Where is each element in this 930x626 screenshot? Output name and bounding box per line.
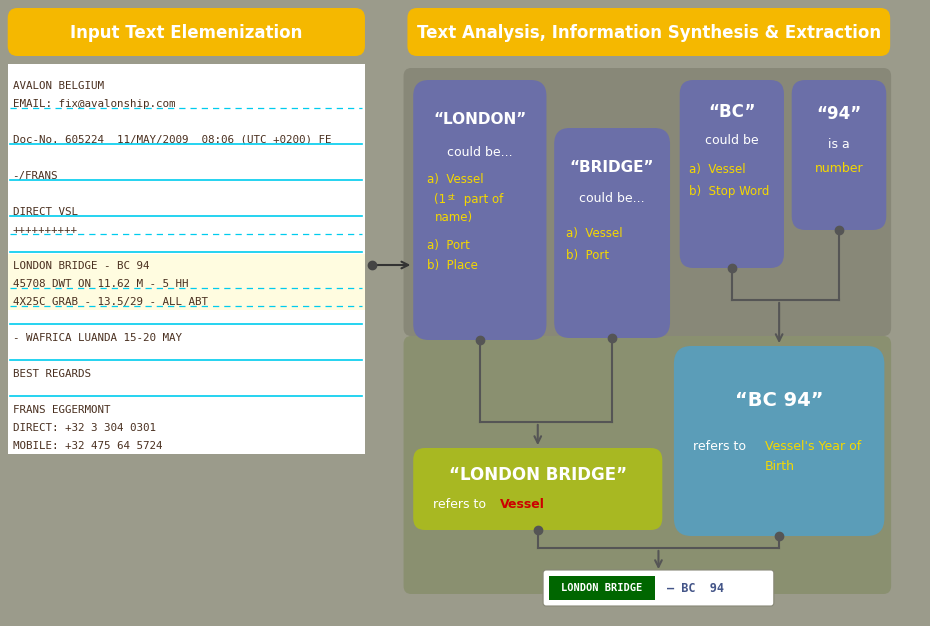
Text: (1: (1 xyxy=(434,193,446,207)
FancyBboxPatch shape xyxy=(674,346,884,536)
Text: DIRECT VSL: DIRECT VSL xyxy=(12,207,77,217)
Text: “BC”: “BC” xyxy=(708,103,755,121)
Text: “94”: “94” xyxy=(817,105,861,123)
Text: could be...: could be... xyxy=(447,145,512,158)
Bar xyxy=(7,64,365,454)
Text: -/FRANS: -/FRANS xyxy=(12,171,58,181)
FancyBboxPatch shape xyxy=(404,336,891,594)
Text: “LONDON BRIDGE”: “LONDON BRIDGE” xyxy=(448,466,627,484)
Text: ++++++++++: ++++++++++ xyxy=(12,225,77,235)
Text: Doc-No. 605224  11/MAY/2009  08:06 (UTC +0200) FE: Doc-No. 605224 11/MAY/2009 08:06 (UTC +0… xyxy=(12,135,331,145)
Text: Birth: Birth xyxy=(764,459,794,473)
Text: LONDON BRIDGE: LONDON BRIDGE xyxy=(562,583,643,593)
Text: Vessel's Year of: Vessel's Year of xyxy=(764,439,861,453)
Text: refers to: refers to xyxy=(432,498,489,511)
FancyBboxPatch shape xyxy=(543,570,774,606)
Text: number: number xyxy=(815,162,863,175)
Text: could be...: could be... xyxy=(579,192,644,205)
Text: could be: could be xyxy=(705,133,759,146)
FancyBboxPatch shape xyxy=(791,80,886,230)
Text: FRANS EGGERMONT: FRANS EGGERMONT xyxy=(12,405,110,415)
Text: – BC  94: – BC 94 xyxy=(667,582,724,595)
FancyBboxPatch shape xyxy=(554,128,670,338)
Text: name): name) xyxy=(434,212,472,225)
Text: refers to: refers to xyxy=(693,439,751,453)
Text: 45708 DWT ON 11.62 M - 5 HH: 45708 DWT ON 11.62 M - 5 HH xyxy=(12,279,188,289)
Text: part of: part of xyxy=(459,193,503,207)
Text: a)  Vessel: a) Vessel xyxy=(427,173,484,187)
FancyBboxPatch shape xyxy=(7,8,365,56)
Text: 4X25C GRAB - 13.5/29 - ALL ABT: 4X25C GRAB - 13.5/29 - ALL ABT xyxy=(12,297,207,307)
Text: Input Text Elemenization: Input Text Elemenization xyxy=(70,24,302,42)
Bar xyxy=(549,576,655,600)
Text: BEST REGARDS: BEST REGARDS xyxy=(12,369,90,379)
Text: MOBILE: +32 475 64 5724: MOBILE: +32 475 64 5724 xyxy=(12,441,162,451)
FancyBboxPatch shape xyxy=(680,80,784,268)
FancyBboxPatch shape xyxy=(413,80,547,340)
Text: Text Analysis, Information Synthesis & Extraction: Text Analysis, Information Synthesis & E… xyxy=(417,24,881,42)
FancyBboxPatch shape xyxy=(404,68,891,336)
Text: a)  Vessel: a) Vessel xyxy=(689,163,746,177)
Text: is a: is a xyxy=(828,138,850,151)
Text: Vessel: Vessel xyxy=(500,498,545,511)
Text: - WAFRICA LUANDA 15-20 MAY: - WAFRICA LUANDA 15-20 MAY xyxy=(12,333,181,343)
FancyBboxPatch shape xyxy=(407,8,890,56)
Bar xyxy=(7,254,365,310)
Text: “BRIDGE”: “BRIDGE” xyxy=(570,160,655,175)
Text: b)  Stop Word: b) Stop Word xyxy=(689,185,770,198)
Text: DIRECT: +32 3 304 0301: DIRECT: +32 3 304 0301 xyxy=(12,423,155,433)
Text: b)  Place: b) Place xyxy=(427,259,478,272)
Text: b)  Port: b) Port xyxy=(565,250,609,262)
Text: “LONDON”: “LONDON” xyxy=(433,113,526,128)
Text: “BC 94”: “BC 94” xyxy=(735,391,823,411)
Text: LONDON BRIDGE - BC 94: LONDON BRIDGE - BC 94 xyxy=(12,261,149,271)
Text: a)  Port: a) Port xyxy=(427,239,470,252)
FancyBboxPatch shape xyxy=(413,448,662,530)
Text: AVALON BELGIUM: AVALON BELGIUM xyxy=(12,81,103,91)
Text: st: st xyxy=(448,193,456,202)
Text: EMAIL: fix@avalonship.com: EMAIL: fix@avalonship.com xyxy=(12,99,175,109)
Text: a)  Vessel: a) Vessel xyxy=(565,227,622,240)
